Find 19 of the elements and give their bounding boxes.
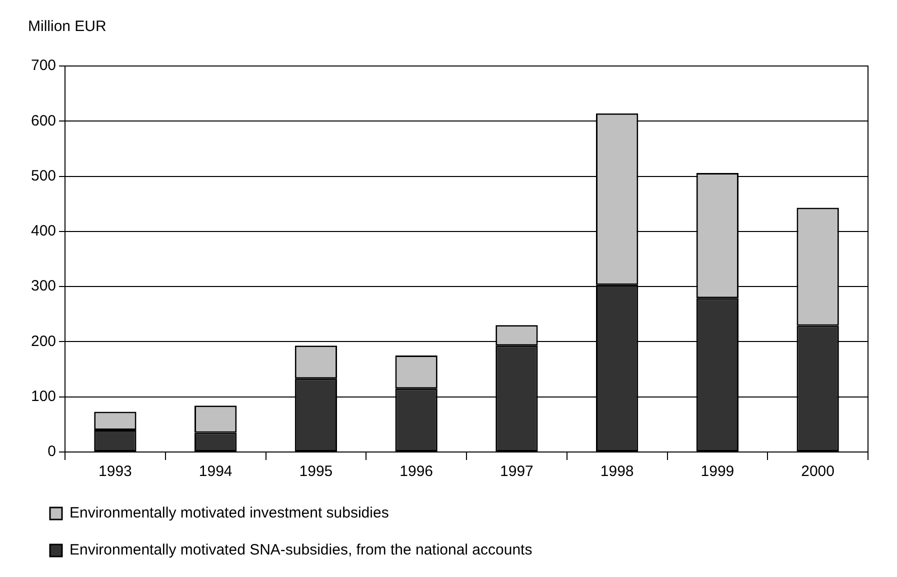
x-tick-label: 1999 — [700, 463, 734, 480]
y-tick-label: 200 — [30, 332, 56, 350]
x-tick-label: 1997 — [500, 463, 534, 480]
y-tick-label: 100 — [30, 388, 56, 405]
y-tick-label: 600 — [30, 112, 56, 130]
y-tick-label: 0 — [48, 443, 56, 460]
x-tick-label: 1994 — [198, 463, 232, 480]
x-tick-label: 1998 — [600, 463, 634, 480]
legend-label: Environmentally motivated SNA-subsidies, from the national accounts — [70, 542, 532, 559]
y-axis-title: Million EUR — [28, 18, 107, 36]
x-tick-label: 1995 — [299, 463, 333, 480]
y-tick-label: 700 — [30, 57, 56, 74]
legend-label: Environmentally motivated investment subsidies — [70, 504, 389, 522]
y-tick-label: 300 — [30, 278, 56, 295]
x-tick-label: 2000 — [801, 463, 834, 480]
x-tick-label: 1993 — [98, 463, 132, 480]
x-tick-label: 1996 — [400, 463, 434, 480]
y-tick-label: 500 — [30, 167, 56, 184]
y-tick-label: 400 — [30, 222, 56, 240]
